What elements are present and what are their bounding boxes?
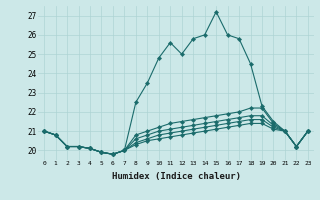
X-axis label: Humidex (Indice chaleur): Humidex (Indice chaleur) (111, 172, 241, 181)
